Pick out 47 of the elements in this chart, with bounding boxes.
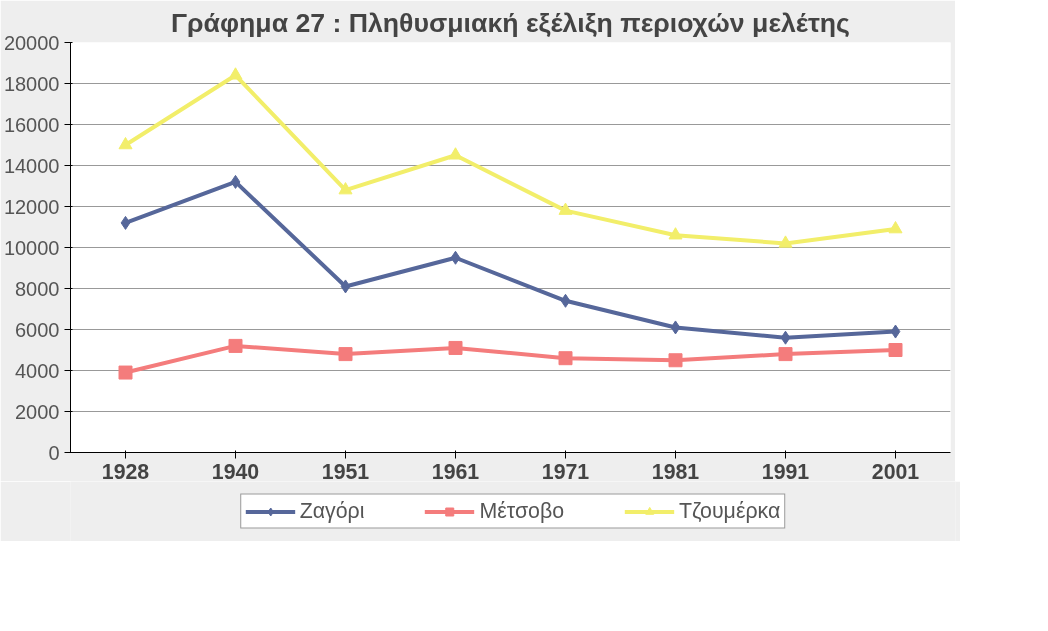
x-tick-label: 1981: [651, 459, 700, 484]
point: [888, 221, 903, 234]
y-tick-label: 16000: [3, 113, 60, 136]
point: [778, 235, 793, 248]
point: [670, 320, 681, 335]
x-tick-label: 1951: [321, 459, 370, 484]
point: [118, 136, 133, 150]
y-tick-label: 18000: [3, 72, 60, 95]
y-tick-label: 12000: [3, 195, 60, 218]
point: [558, 351, 573, 366]
y-tick-label: 20000: [3, 31, 60, 54]
y-tick-label: 8000: [15, 277, 60, 300]
point: [338, 182, 353, 195]
point: [780, 330, 791, 345]
point: [228, 67, 243, 80]
point: [448, 340, 463, 355]
legend-label: Ζαγόρι: [299, 498, 365, 524]
y-tick-label: 6000: [15, 318, 60, 341]
point: [118, 365, 133, 380]
point: [340, 279, 351, 294]
point: [560, 293, 571, 308]
point: [228, 338, 243, 353]
point: [668, 227, 683, 240]
point: [338, 347, 353, 362]
x-tick-label: 1961: [431, 459, 480, 484]
legend-label: Μέτσοβο: [479, 498, 565, 524]
x-tick-label: 1991: [761, 459, 810, 484]
chart-title: Γράφημα 27 : Πληθυσμιακή εξέλιξη περιοχών μελέτης: [171, 7, 850, 38]
legend-label: Τζουμέρκα: [679, 498, 781, 524]
x-tick-label: 2001: [871, 459, 920, 484]
x-tick-label: 1971: [541, 459, 590, 484]
y-tick-label: 14000: [3, 154, 60, 177]
y-tick-label: 4000: [15, 359, 60, 382]
point: [448, 147, 463, 160]
point: [450, 250, 461, 265]
y-tick-label: 2000: [15, 400, 60, 423]
x-tick-label: 1928: [101, 459, 150, 484]
point: [888, 343, 903, 357]
x-tick-label: 1940: [211, 459, 260, 484]
point: [890, 324, 901, 339]
y-tick-label: 0: [48, 441, 60, 464]
point: [668, 353, 683, 368]
y-tick-label: 10000: [3, 236, 60, 259]
point: [120, 215, 131, 230]
point: [558, 202, 573, 215]
point: [778, 347, 793, 362]
point: [230, 174, 241, 189]
